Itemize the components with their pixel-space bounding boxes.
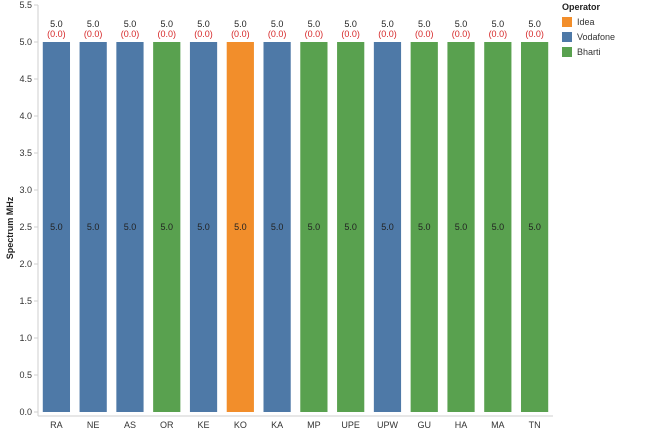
y-tick-label: 0.5 bbox=[19, 370, 32, 380]
legend-label-idea: Idea bbox=[577, 16, 595, 27]
bar-change-label: (0.0) bbox=[452, 29, 471, 39]
bar-change-label: (0.0) bbox=[378, 29, 397, 39]
y-tick-label: 1.5 bbox=[19, 296, 32, 306]
bar-top-value-label: 5.0 bbox=[160, 19, 173, 29]
x-tick-label: MA bbox=[491, 420, 505, 430]
bar-ne[interactable] bbox=[79, 42, 107, 412]
x-tick-label: HA bbox=[455, 420, 468, 430]
bar-upe[interactable] bbox=[337, 42, 365, 412]
y-tick-label: 5.5 bbox=[19, 0, 32, 10]
y-tick-label: 2.5 bbox=[19, 222, 32, 232]
bar-ka[interactable] bbox=[263, 42, 291, 412]
bar-top-value-label: 5.0 bbox=[271, 19, 284, 29]
bar-change-label: (0.0) bbox=[47, 29, 66, 39]
bar-change-label: (0.0) bbox=[268, 29, 287, 39]
x-tick-label: UPW bbox=[377, 420, 399, 430]
legend-swatch-vodafone bbox=[562, 31, 572, 42]
bar-value-label: 5.0 bbox=[124, 222, 137, 232]
y-tick-label: 5.0 bbox=[19, 37, 32, 47]
bar-or[interactable] bbox=[153, 42, 181, 412]
legend-title: Operator bbox=[562, 2, 601, 12]
bar-top-value-label: 5.0 bbox=[308, 19, 321, 29]
y-axis: 0.0 0.5 1.0 1.5 2.0 2.5 3.0 3.5 4.0 4.5 5.0 5.5 bbox=[19, 0, 39, 417]
x-tick-label: KO bbox=[234, 420, 247, 430]
bar-value-label: 5.0 bbox=[87, 222, 100, 232]
legend: Operator Idea Vodafone Bharti bbox=[562, 2, 658, 60]
bar-change-label: (0.0) bbox=[305, 29, 324, 39]
bar-value-label: 5.0 bbox=[455, 222, 468, 232]
legend-item-vodafone[interactable]: Vodafone bbox=[562, 30, 658, 43]
y-tick-label: 4.0 bbox=[19, 111, 32, 121]
bar-top-value-label: 5.0 bbox=[381, 19, 394, 29]
bar-change-label: (0.0) bbox=[341, 29, 360, 39]
x-tick-label: AS bbox=[124, 420, 136, 430]
x-tick-label: KE bbox=[198, 420, 210, 430]
y-tick-label: 0.0 bbox=[19, 407, 32, 417]
bar-top-value-label: 5.0 bbox=[492, 19, 505, 29]
bar-change-label: (0.0) bbox=[194, 29, 213, 39]
bar-change-label: (0.0) bbox=[525, 29, 544, 39]
legend-item-idea[interactable]: Idea bbox=[562, 15, 658, 28]
bar-value-label: 5.0 bbox=[492, 222, 505, 232]
x-tick-label: MP bbox=[307, 420, 321, 430]
x-axis: RA NE AS OR KE KO KA MP UPE UPW GU HA MA TN bbox=[38, 415, 553, 430]
legend-swatch-bharti bbox=[562, 46, 572, 57]
bar-top-value-label: 5.0 bbox=[87, 19, 100, 29]
bar-top-value-label: 5.0 bbox=[344, 19, 357, 29]
x-tick-label: KA bbox=[271, 420, 283, 430]
x-tick-label: RA bbox=[50, 420, 63, 430]
legend-label-vodafone: Vodafone bbox=[577, 31, 616, 42]
legend-item-bharti[interactable]: Bharti bbox=[562, 45, 658, 58]
x-tick-label: TN bbox=[529, 420, 541, 430]
bar-top-value-label: 5.0 bbox=[124, 19, 137, 29]
bar-change-label: (0.0) bbox=[415, 29, 434, 39]
bar-value-label: 5.0 bbox=[528, 222, 541, 232]
legend-label-bharti: Bharti bbox=[577, 46, 601, 57]
bar-value-label: 5.0 bbox=[197, 222, 210, 232]
bar-ra[interactable] bbox=[42, 42, 71, 412]
bar-tn[interactable] bbox=[520, 42, 549, 412]
bar-change-label: (0.0) bbox=[84, 29, 103, 39]
x-tick-label: GU bbox=[418, 420, 432, 430]
bar-top-value-label: 5.0 bbox=[197, 19, 210, 29]
y-axis-title: Spectrum MHz bbox=[5, 196, 15, 259]
bar-ko[interactable] bbox=[226, 42, 254, 412]
bar-top-value-label: 5.0 bbox=[528, 19, 541, 29]
bar-value-label: 5.0 bbox=[308, 222, 321, 232]
x-tick-label: OR bbox=[160, 420, 174, 430]
bar-as[interactable] bbox=[116, 42, 144, 412]
bars: 5.05.0(0.0)5.05.0(0.0)5.05.0(0.0)5.05.0(… bbox=[42, 19, 549, 412]
bar-value-label: 5.0 bbox=[160, 222, 173, 232]
y-tick-label: 2.0 bbox=[19, 259, 32, 269]
bar-mp[interactable] bbox=[300, 42, 328, 412]
bar-top-value-label: 5.0 bbox=[455, 19, 468, 29]
y-tick-label: 3.5 bbox=[19, 148, 32, 158]
bar-change-label: (0.0) bbox=[231, 29, 250, 39]
bar-value-label: 5.0 bbox=[381, 222, 394, 232]
bar-gu[interactable] bbox=[410, 42, 438, 412]
legend-swatch-idea bbox=[562, 16, 572, 27]
y-tick-label: 4.5 bbox=[19, 74, 32, 84]
bar-top-value-label: 5.0 bbox=[50, 19, 63, 29]
bar-value-label: 5.0 bbox=[50, 222, 63, 232]
bar-top-value-label: 5.0 bbox=[234, 19, 247, 29]
bar-value-label: 5.0 bbox=[271, 222, 284, 232]
bar-value-label: 5.0 bbox=[234, 222, 247, 232]
bar-ma[interactable] bbox=[484, 42, 512, 412]
bar-ha[interactable] bbox=[447, 42, 475, 412]
x-tick-label: NE bbox=[87, 420, 100, 430]
y-tick-label: 1.0 bbox=[19, 333, 32, 343]
bar-change-label: (0.0) bbox=[121, 29, 140, 39]
bar-upw[interactable] bbox=[373, 42, 402, 412]
x-tick-label: UPE bbox=[341, 420, 360, 430]
y-tick-label: 3.0 bbox=[19, 185, 32, 195]
bar-value-label: 5.0 bbox=[344, 222, 357, 232]
bar-ke[interactable] bbox=[189, 42, 218, 412]
bar-change-label: (0.0) bbox=[157, 29, 176, 39]
bar-change-label: (0.0) bbox=[489, 29, 508, 39]
bar-top-value-label: 5.0 bbox=[418, 19, 431, 29]
bar-value-label: 5.0 bbox=[418, 222, 431, 232]
